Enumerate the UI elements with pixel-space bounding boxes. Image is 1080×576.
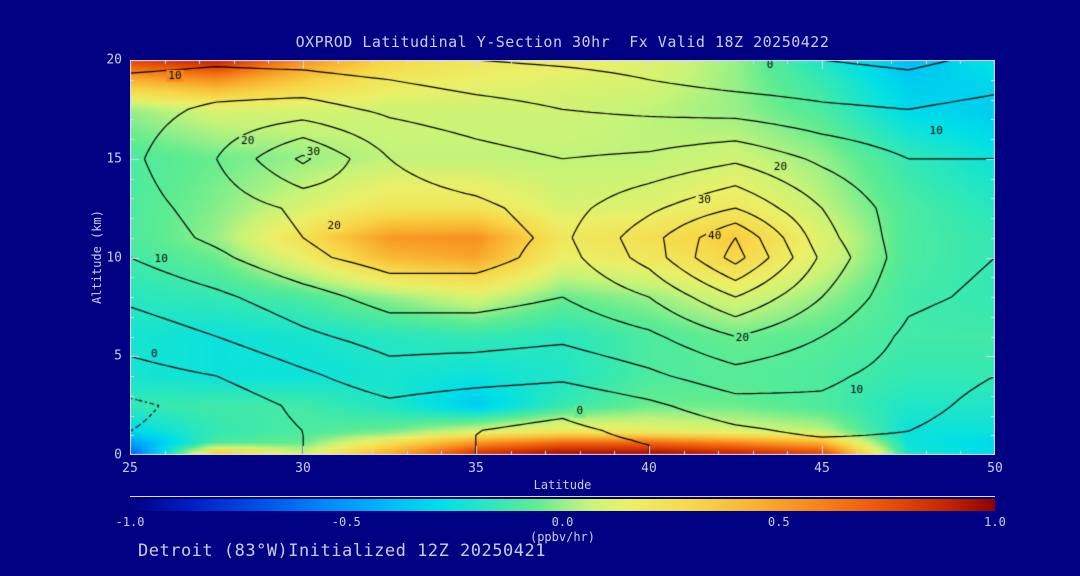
y-tick-label: 0 — [114, 447, 122, 463]
y-tick-label: 15 — [106, 151, 122, 167]
x-axis-label: Latitude — [533, 478, 592, 492]
contour-heatmap-canvas — [130, 60, 995, 455]
x-axis-tick-labels: 25 30 35 40 45 50 — [122, 461, 1003, 477]
x-tick-label: 45 — [814, 461, 830, 476]
chart-title: OXPROD Latitudinal Y-Section 30hr Fx Val… — [295, 33, 830, 51]
colorbar-tick-labels: -1.0 -0.5 0.0 0.5 1.0 — [116, 515, 1006, 529]
x-tick-label: 30 — [295, 461, 311, 476]
station-init-info: Detroit (83°W)Initialized 12Z 20250421 — [138, 541, 546, 561]
colorbar-units-label: (ppbv/hr) — [529, 530, 596, 544]
colorbar-tick-label: 1.0 — [984, 515, 1006, 529]
x-tick-label: 25 — [122, 461, 138, 476]
x-tick-label: 35 — [468, 461, 484, 476]
colorbar-tick-label: 0.0 — [551, 515, 574, 529]
x-tick-label: 50 — [987, 461, 1003, 476]
colorbar-tick-label: -1.0 — [115, 515, 145, 529]
plot-area — [130, 60, 995, 455]
x-tick-label: 40 — [641, 461, 657, 476]
y-tick-label: 20 — [106, 52, 122, 68]
colorbar-tick-label: -0.5 — [331, 515, 361, 529]
colorbar-axis-line — [130, 496, 995, 497]
y-tick-label: 5 — [114, 348, 122, 364]
colorbar-gradient — [130, 499, 995, 511]
colorbar-tick-label: 0.5 — [767, 515, 790, 529]
y-tick-label: 10 — [106, 250, 122, 265]
y-axis-tick-labels: 0 5 10 15 20 — [86, 53, 122, 463]
